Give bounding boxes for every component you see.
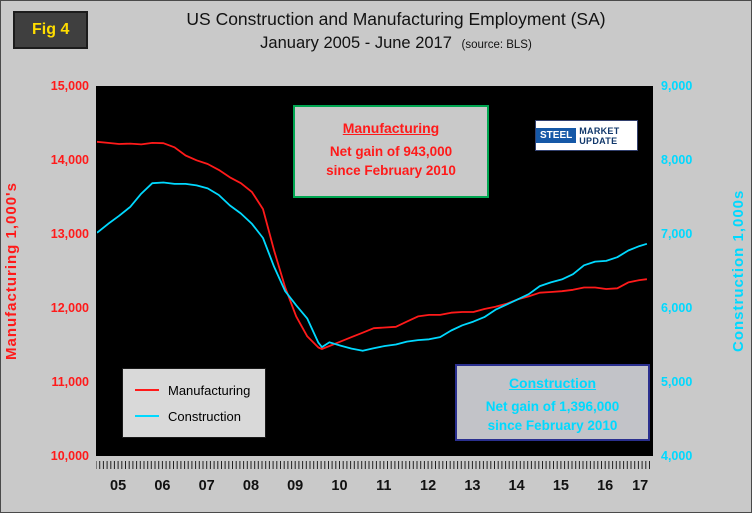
x-axis-year-label: 14 [508,478,525,494]
chart-source-note: (source: BLS) [461,39,532,51]
axis-tick-label: 11,000 [51,375,89,389]
x-axis-year-label: 05 [110,478,127,494]
x-axis-year-label: 06 [154,478,171,494]
axis-tick-label: 14,000 [50,153,89,167]
logo-steel-text: STEEL [536,128,577,143]
steel-market-update-logo: STEEL MARKET UPDATE [535,120,638,151]
x-axis-year-label: 07 [198,478,215,494]
axis-tick-label: 4,000 [661,449,693,463]
legend: Manufacturing Construction [122,368,266,438]
construction-annotation: Construction Net gain of 1,396,000 since… [455,364,650,441]
chart-title-line2: January 2005 - June 2017 (source: BLS) [81,34,711,53]
construction-line [97,181,648,352]
manufacturing-annotation-line1: Net gain of 943,000 [329,144,453,159]
manufacturing-annotation-line2: since February 2010 [326,162,456,178]
legend-label: Manufacturing [168,382,251,398]
right-axis-tick-labels: 9,000 8,000 7,000 6,000 5,000 4,000 [661,79,733,463]
x-axis-year-labels: 05 06 07 08 09 10 11 12 13 14 15 16 17 [96,476,653,502]
legend-item-manufacturing: Manufacturing [135,383,253,398]
construction-annotation-title: Construction [508,375,597,391]
left-axis-tick-labels: 15,000 14,000 13,000 12,000 11,000 10,000 [5,79,89,463]
axis-tick-label: 15,000 [50,79,89,93]
legend-line-swatch [135,415,159,417]
axis-tick-label: 5,000 [661,375,693,389]
figure-number-label: Fig 4 [13,11,89,49]
x-axis-year-label: 10 [331,478,348,494]
manufacturing-annotation-title: Manufacturing [342,120,440,136]
logo-market-update-text: MARKET UPDATE [579,125,620,146]
construction-annotation-line1: Net gain of 1,396,000 [485,399,620,414]
x-axis-year-label: 13 [464,478,481,494]
chart-title-block: US Construction and Manufacturing Employ… [81,9,711,53]
plot-area: Manufacturing Construction Manufacturing … [96,86,653,456]
legend-line-swatch [135,389,159,391]
x-axis-year-label: 08 [242,478,260,494]
x-axis-year-label: 11 [376,478,392,494]
axis-tick-label: 13,000 [50,227,89,241]
x-axis-year-label: 09 [287,478,304,494]
legend-label: Construction [168,408,241,424]
axis-tick-label: 8,000 [661,153,693,167]
axis-tick-label: 6,000 [661,301,693,315]
x-axis-year-label: 17 [632,478,649,494]
axis-tick-label: 12,000 [50,301,89,315]
x-axis-minor-ticks [96,461,650,469]
legend-item-construction: Construction [135,409,253,424]
x-axis-year-label: 16 [597,478,614,494]
x-axis-year-label: 12 [420,478,437,494]
construction-annotation-line2: since February 2010 [487,417,618,433]
axis-tick-label: 9,000 [661,79,693,93]
chart-title-line1: US Construction and Manufacturing Employ… [186,9,606,29]
manufacturing-annotation: Manufacturing Net gain of 943,000 since … [293,105,489,198]
chart-title-dates: January 2005 - June 2017 [260,34,452,52]
axis-tick-label: 10,000 [50,449,89,463]
x-axis-year-label: 15 [552,478,569,494]
manufacturing-line [97,140,648,350]
axis-tick-label: 7,000 [661,227,693,241]
line-chart [97,140,648,352]
